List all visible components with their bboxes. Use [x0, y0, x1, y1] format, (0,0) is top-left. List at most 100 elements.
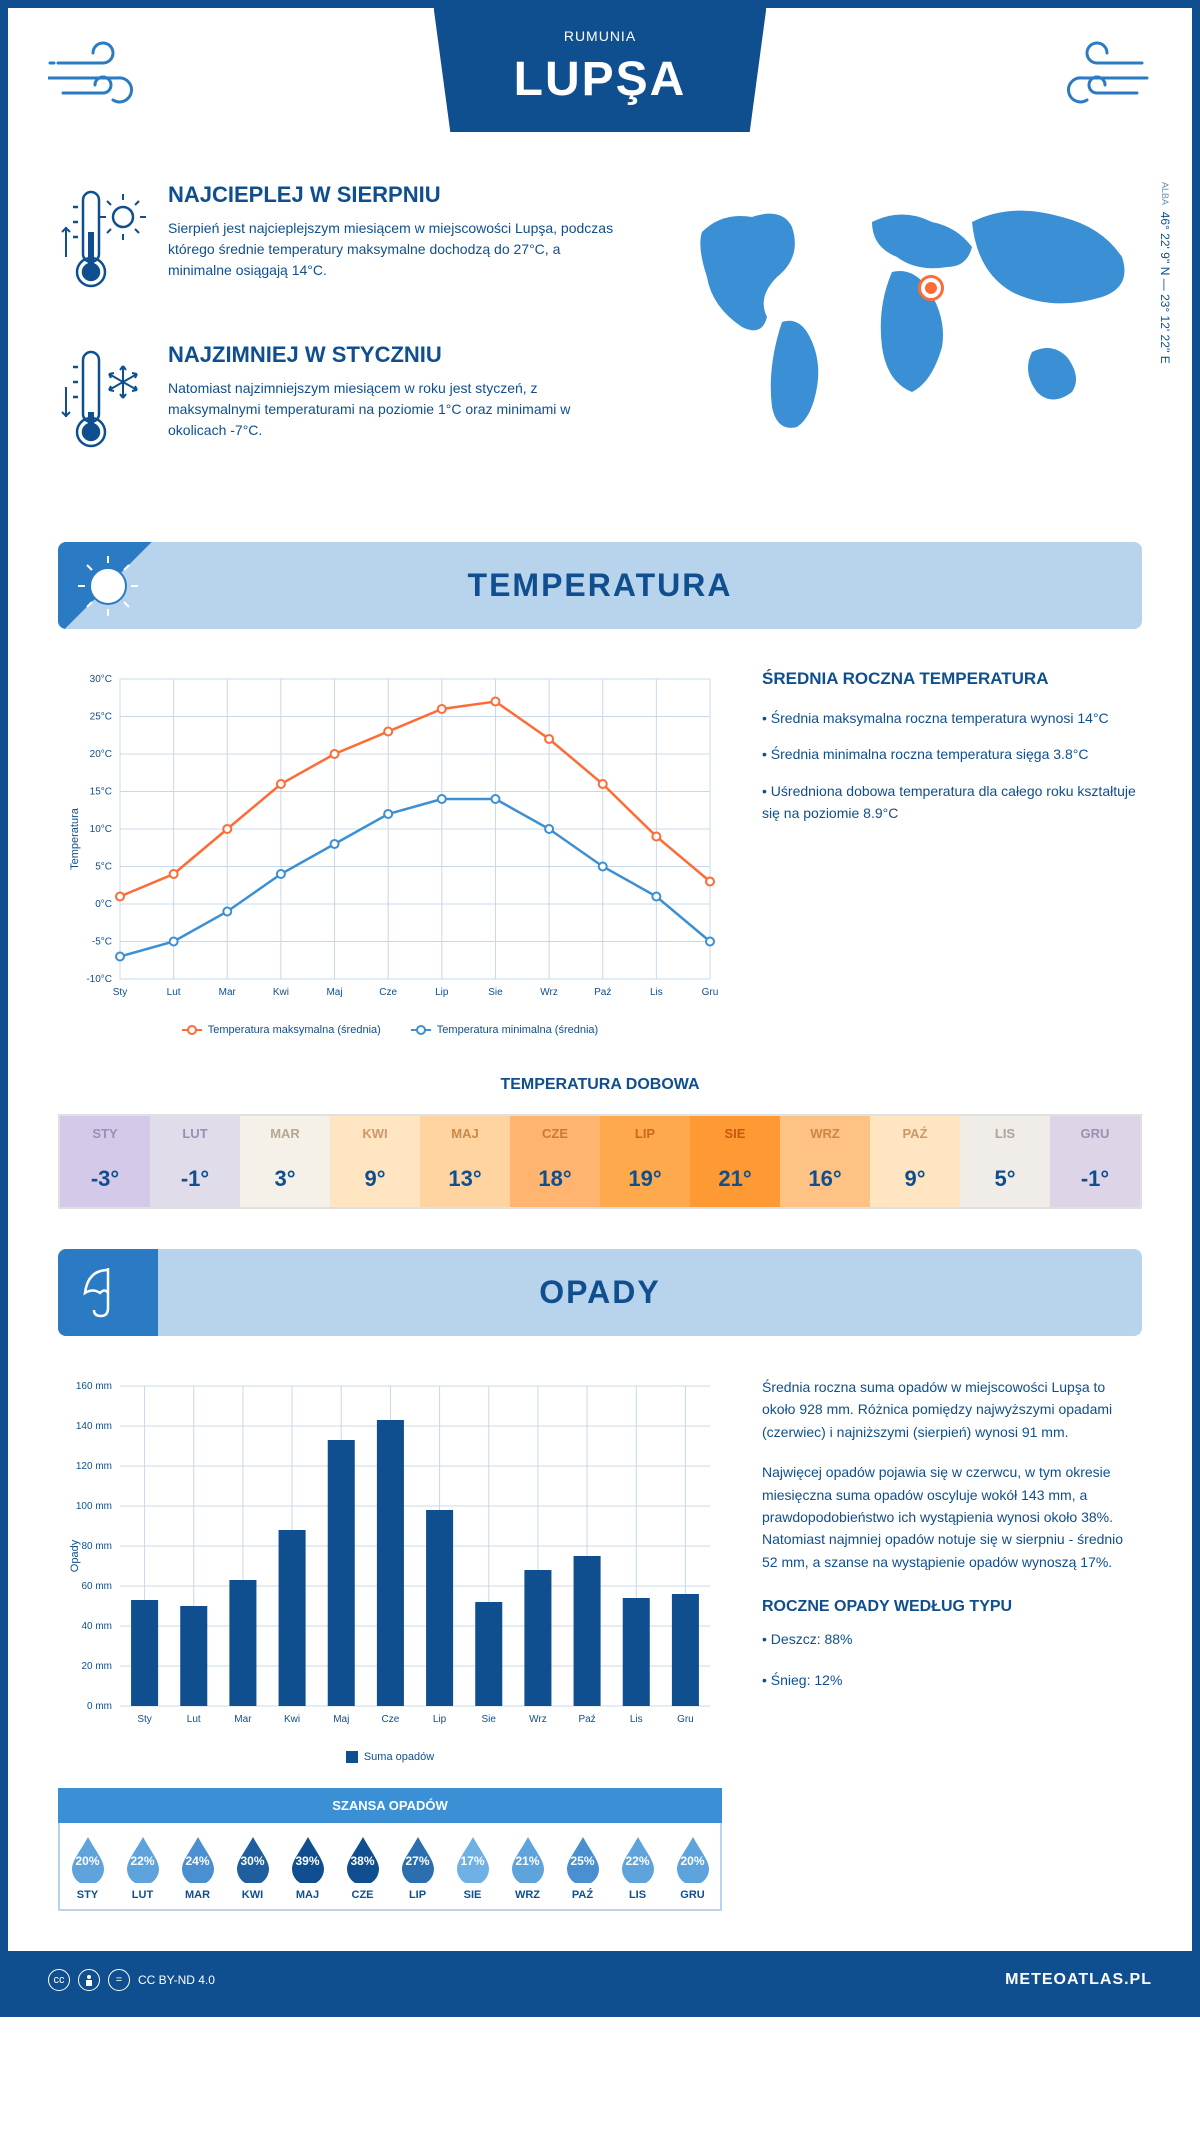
by-icon	[78, 1969, 100, 1991]
chance-cell: 20%STY	[60, 1823, 115, 1909]
svg-text:40 mm: 40 mm	[81, 1621, 112, 1632]
warmest-block: NAJCIEPLEJ W SIERPNIU Sierpień jest najc…	[58, 182, 622, 307]
month-cell: CZE18°	[510, 1116, 600, 1207]
precipitation-banner: OPADY	[58, 1249, 1142, 1336]
chance-cell: 21%WRZ	[500, 1823, 555, 1909]
svg-text:20°C: 20°C	[90, 749, 112, 760]
country-name: RUMUNIA	[514, 28, 687, 44]
brand: METEOATLAS.PL	[1005, 1971, 1152, 1989]
annual-temp-info: ŚREDNIA ROCZNA TEMPERATURA • Średnia mak…	[762, 669, 1142, 1036]
svg-text:Wrz: Wrz	[529, 1714, 547, 1725]
svg-text:100 mm: 100 mm	[76, 1501, 112, 1512]
svg-text:Maj: Maj	[333, 1714, 349, 1725]
chance-cell: 27%LIP	[390, 1823, 445, 1909]
chance-cell: 17%SIE	[445, 1823, 500, 1909]
temp-legend: Temperatura maksymalna (średnia) Tempera…	[58, 1024, 722, 1036]
temperature-banner: TEMPERATURA	[58, 542, 1142, 629]
coordinates: ALBA 46° 22' 9'' N — 23° 12' 22'' E	[1158, 182, 1172, 364]
svg-text:0 mm: 0 mm	[87, 1701, 112, 1712]
svg-text:Opady: Opady	[69, 1539, 81, 1572]
thermometer-cold-icon	[58, 342, 148, 467]
month-cell: LIS5°	[960, 1116, 1050, 1207]
svg-text:Kwi: Kwi	[273, 987, 289, 998]
umbrella-icon	[58, 1249, 158, 1336]
month-cell: PAŹ9°	[870, 1116, 960, 1207]
svg-text:Temperatura: Temperatura	[69, 807, 81, 870]
svg-text:Sty: Sty	[137, 1714, 151, 1725]
precipitation-chance: SZANSA OPADÓW 20%STY22%LUT24%MAR30%KWI39…	[58, 1788, 722, 1911]
temperature-title: TEMPERATURA	[83, 567, 1117, 604]
svg-text:Mar: Mar	[234, 1714, 252, 1725]
precipitation-chart: 0 mm 20 mm 40 mm 60 mm 80 mm 100 mm 120 mm 140 …	[58, 1376, 722, 1736]
svg-text:Lut: Lut	[187, 1714, 201, 1725]
nd-icon: =	[108, 1969, 130, 1991]
chance-cell: 30%KWI	[225, 1823, 280, 1909]
info-section: NAJCIEPLEJ W SIERPNIU Sierpień jest najc…	[8, 142, 1192, 542]
month-cell: MAR3°	[240, 1116, 330, 1207]
month-cell: KWI9°	[330, 1116, 420, 1207]
chance-cell: 22%LIS	[610, 1823, 665, 1909]
warmest-title: NAJCIEPLEJ W SIERPNIU	[168, 182, 622, 208]
svg-text:60 mm: 60 mm	[81, 1581, 112, 1592]
wind-icon-right	[1032, 38, 1152, 118]
header: LUPŞA RUMUNIA	[8, 8, 1192, 142]
svg-text:15°C: 15°C	[90, 787, 112, 798]
cc-icon: cc	[48, 1969, 70, 1991]
chance-cell: 22%LUT	[115, 1823, 170, 1909]
daily-temp-table: TEMPERATURA DOBOWA STY-3°LUT-1°MAR3°KWI9…	[8, 1076, 1192, 1249]
svg-text:5°C: 5°C	[95, 862, 112, 873]
temperature-chart: -10°C -5°C 0°C 5°C 10°C 15°C 20°C 25°C 30°C Sty Lu…	[58, 669, 722, 1036]
svg-text:120 mm: 120 mm	[76, 1461, 112, 1472]
svg-text:Lis: Lis	[630, 1714, 643, 1725]
svg-text:30°C: 30°C	[90, 674, 112, 685]
chance-cell: 25%PAŹ	[555, 1823, 610, 1909]
thermometer-hot-icon	[58, 182, 148, 307]
svg-text:10°C: 10°C	[90, 824, 112, 835]
month-cell: MAJ13°	[420, 1116, 510, 1207]
chance-cell: 24%MAR	[170, 1823, 225, 1909]
wind-icon-left	[48, 38, 168, 118]
svg-text:160 mm: 160 mm	[76, 1381, 112, 1392]
coldest-title: NAJZIMNIEJ W STYCZNIU	[168, 342, 622, 368]
month-cell: GRU-1°	[1050, 1116, 1140, 1207]
svg-text:Lis: Lis	[650, 987, 663, 998]
license: cc = CC BY-ND 4.0	[48, 1969, 215, 1991]
svg-text:-10°C: -10°C	[86, 974, 112, 985]
chance-cell: 38%CZE	[335, 1823, 390, 1909]
svg-text:Sty: Sty	[113, 987, 127, 998]
svg-text:Wrz: Wrz	[540, 987, 558, 998]
chance-cell: 39%MAJ	[280, 1823, 335, 1909]
warmest-text: Sierpień jest najcieplejszym miesiącem w…	[168, 218, 622, 281]
svg-text:Cze: Cze	[382, 1714, 400, 1725]
svg-text:Lip: Lip	[435, 987, 449, 998]
svg-text:Lut: Lut	[167, 987, 181, 998]
svg-text:25°C: 25°C	[90, 712, 112, 723]
svg-text:Gru: Gru	[702, 987, 719, 998]
month-cell: LIP19°	[600, 1116, 690, 1207]
month-cell: LUT-1°	[150, 1116, 240, 1207]
svg-text:Lip: Lip	[433, 1714, 447, 1725]
svg-text:Cze: Cze	[379, 987, 397, 998]
svg-text:Gru: Gru	[677, 1714, 694, 1725]
svg-text:Sie: Sie	[488, 987, 503, 998]
title-banner: LUPŞA RUMUNIA	[434, 8, 767, 132]
svg-text:80 mm: 80 mm	[81, 1541, 112, 1552]
svg-text:Maj: Maj	[326, 987, 342, 998]
city-name: LUPŞA	[514, 52, 687, 107]
svg-text:Paź: Paź	[594, 987, 611, 998]
footer: cc = CC BY-ND 4.0 METEOATLAS.PL	[8, 1951, 1192, 2009]
svg-text:Kwi: Kwi	[284, 1714, 300, 1725]
month-cell: SIE21°	[690, 1116, 780, 1207]
month-cell: STY-3°	[60, 1116, 150, 1207]
sun-icon	[58, 542, 158, 629]
precipitation-info: Średnia roczna suma opadów w miejscowośc…	[762, 1376, 1142, 1911]
svg-text:Sie: Sie	[482, 1714, 497, 1725]
coldest-block: NAJZIMNIEJ W STYCZNIU Natomiast najzimni…	[58, 342, 622, 467]
svg-text:20 mm: 20 mm	[81, 1661, 112, 1672]
svg-text:-5°C: -5°C	[92, 937, 112, 948]
chance-cell: 20%GRU	[665, 1823, 720, 1909]
world-map: ALBA 46° 22' 9'' N — 23° 12' 22'' E	[662, 182, 1142, 502]
svg-text:Paź: Paź	[578, 1714, 595, 1725]
svg-text:140 mm: 140 mm	[76, 1421, 112, 1432]
svg-text:0°C: 0°C	[95, 899, 112, 910]
